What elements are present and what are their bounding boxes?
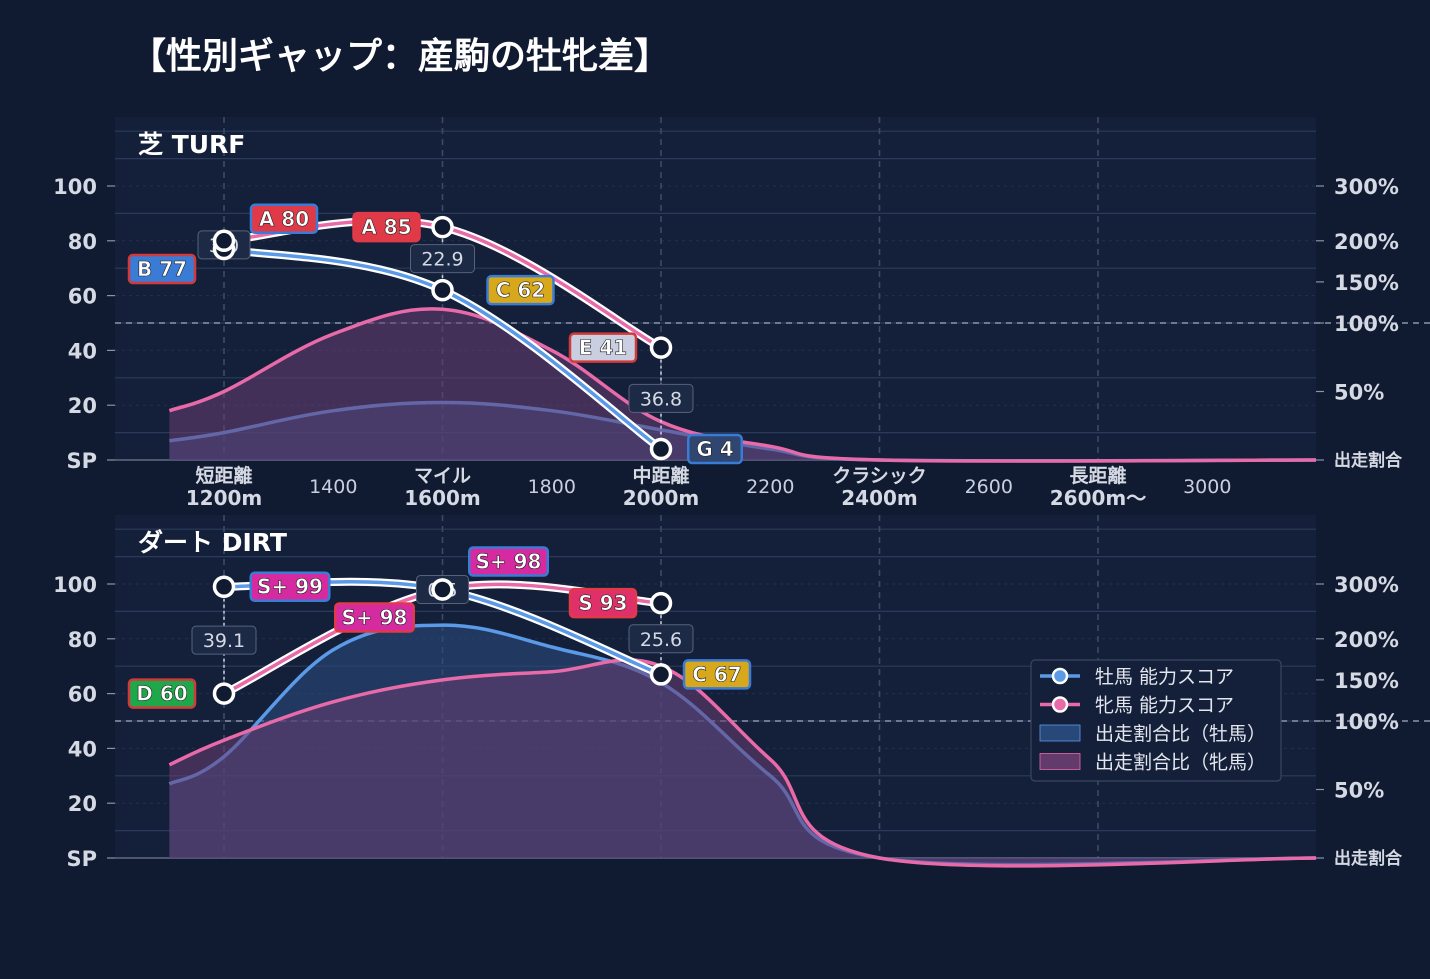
x-tick-distance: 2000m [623, 486, 700, 510]
y-tick-label: SP [66, 449, 97, 473]
grade-badge-label: S+ 98 [476, 549, 542, 573]
grade-badge-label: A 80 [259, 207, 309, 231]
grade-badge-label: G 4 [696, 437, 733, 461]
grade-badge-box [687, 433, 743, 465]
y2-tick-label: 200% [1334, 230, 1399, 254]
gap-label: 39.1 [203, 630, 245, 652]
y-tick-label: 20 [68, 394, 97, 418]
grade-badge-box [568, 332, 638, 363]
x-tick-distance: 2600m〜 [1050, 486, 1147, 510]
legend-area-swatch [1039, 753, 1081, 770]
x-tick-category: クラシック [832, 465, 927, 487]
grade-badge-box [249, 203, 319, 235]
y-tick-label: 60 [68, 683, 97, 707]
y2-tick-label: 出走割合 [1334, 450, 1403, 471]
grade-badge-label: C 62 [496, 278, 545, 302]
legend-label: 出走割合比（牝馬） [1095, 752, 1266, 774]
area-female-line [168, 307, 1317, 463]
x-tick-label: 2600 [965, 476, 1013, 498]
gap-label-box [191, 625, 257, 655]
female-score-point [212, 229, 236, 253]
female-score-point [212, 682, 236, 705]
y2-tick-label: 100% [1334, 312, 1399, 336]
area-female-fill [169, 308, 1316, 462]
y2-tick-label: 150% [1334, 271, 1399, 295]
y-tick-label: 80 [68, 230, 97, 254]
x-tick-distance: 1600m [404, 486, 481, 510]
legend-label: 牝馬 能力スコア [1095, 695, 1234, 717]
y2-tick-label: 300% [1334, 175, 1399, 199]
x-tick-label: 1400 [309, 476, 357, 498]
x-tick-category: マイル [414, 465, 471, 487]
grade-badge-label: B 77 [137, 257, 187, 281]
y-tick-label: 40 [68, 737, 97, 761]
grade-badge-label: S+ 98 [342, 605, 408, 629]
male-score-point [212, 575, 236, 598]
male-score-point [649, 663, 673, 686]
y2-tick-label: 100% [1334, 710, 1399, 734]
grade-badge-box [568, 587, 638, 619]
x-tick-label: 1800 [528, 476, 576, 498]
gap-label: 22.9 [421, 249, 463, 271]
panel-dirt: ダート DIRT SP 20 40 60 80 100 出走割合 50% 100% 150% 200%… [53, 515, 1430, 871]
y2-tick-label: 50% [1334, 381, 1384, 405]
y-tick-label: SP [66, 847, 97, 871]
gap-label: 36.8 [640, 388, 682, 410]
grade-badge-box [127, 678, 197, 709]
y-tick-label: 60 [68, 285, 97, 309]
female-score-point [649, 591, 673, 615]
gap-label: 25.6 [640, 629, 682, 651]
y-tick-label: 20 [68, 792, 97, 816]
grade-badge-box [334, 602, 415, 633]
grade-badge-label: D 60 [136, 682, 187, 706]
y2-tick-label: 150% [1334, 669, 1399, 693]
grade-badge-box [352, 211, 421, 243]
grade-badge-label: A 85 [361, 215, 411, 239]
grade-badge-label: S+ 99 [257, 575, 323, 599]
area-female-fill [169, 659, 1316, 866]
y2-tick-label: 出走割合 [1334, 848, 1403, 869]
y-tick-label: 40 [68, 339, 97, 363]
female-score-point [649, 336, 673, 359]
female-score-point [431, 578, 454, 601]
x-tick-category: 短距離 [195, 464, 252, 487]
grade-badge-label: S 93 [578, 591, 627, 615]
panel-title: 芝 TURF [138, 130, 245, 159]
grade-badge-box [682, 659, 752, 690]
y-tick-label: 100 [53, 573, 97, 597]
x-tick-label: 3000 [1183, 476, 1231, 498]
y2-tick-label: 50% [1334, 779, 1384, 803]
grade-badge-box [249, 571, 331, 602]
gap-label-box [410, 244, 475, 274]
legend-box [1030, 659, 1282, 782]
panel-turf: 芝 TURF SP 20 40 60 80 100 出走割合 50% 100% 150% 200% 30… [53, 117, 1430, 510]
grade-badge-box [468, 546, 549, 577]
y2-tick-label: 300% [1334, 573, 1399, 597]
x-tick-distance: 2400m [841, 486, 918, 510]
x-tick-category: 中距離 [632, 464, 689, 487]
legend-marker-swatch [1051, 696, 1069, 713]
chart-title: 【性別ギャップ：産駒の牡牝差】 [130, 36, 670, 77]
legend-label: 出走割合比（牡馬） [1095, 723, 1266, 745]
legend-area-swatch [1039, 724, 1081, 742]
panel-title: ダート DIRT [138, 528, 287, 557]
male-score-point [431, 278, 454, 302]
x-tick-label: 2200 [746, 476, 794, 498]
x-tick-distance: 1200m [186, 486, 263, 510]
grade-badge-box [127, 253, 197, 285]
gap-label-box [628, 383, 694, 413]
y-tick-label: 100 [53, 175, 97, 199]
grade-badge-label: C 67 [692, 662, 741, 686]
legend-label: 牡馬 能力スコア [1095, 666, 1234, 688]
gap-label-box [628, 624, 694, 654]
grade-badge-label: E 41 [579, 336, 627, 360]
y-tick-label: 80 [68, 628, 97, 652]
grade-badge-box [486, 274, 555, 306]
male-score-point [649, 437, 673, 461]
female-score-point [431, 215, 454, 239]
y2-tick-label: 200% [1334, 628, 1399, 652]
x-tick-category: 長距離 [1069, 464, 1126, 487]
legend-marker-swatch [1051, 667, 1069, 685]
